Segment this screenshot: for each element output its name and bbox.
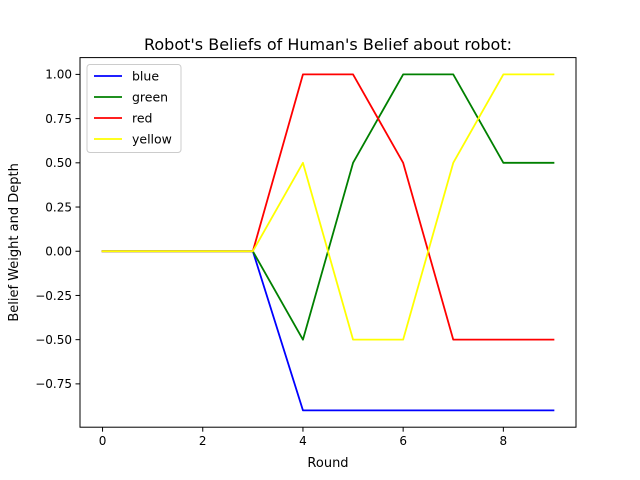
legend-label-green: green	[132, 90, 168, 105]
x-tick-label: 6	[399, 434, 407, 448]
series-lines	[101, 73, 555, 412]
chart-title: Robot's Beliefs of Human's Belief about …	[144, 35, 512, 54]
series-line-yellow	[101, 73, 555, 341]
y-tick-label: −0.25	[35, 289, 72, 303]
y-tick-label: 0.00	[45, 245, 72, 259]
legend: blue green red yellow	[86, 64, 182, 153]
x-tick-label: 8	[500, 434, 508, 448]
legend-box	[86, 64, 182, 153]
x-tick-label: 0	[99, 434, 107, 448]
plot-frame	[79, 57, 577, 428]
y-tick-label: 1.00	[45, 68, 72, 82]
x-tick-label: 4	[299, 434, 307, 448]
legend-label-blue: blue	[132, 69, 159, 84]
legend-label-yellow: yellow	[132, 132, 172, 147]
y-axis-label: Belief Weight and Depth	[7, 163, 22, 321]
y-tick-label: 0.75	[45, 112, 72, 126]
x-axis-label: Round	[307, 456, 348, 471]
y-tick-label: −0.75	[35, 377, 72, 391]
y-tick-label: 0.25	[45, 200, 72, 214]
x-axis-ticks: 0 2 4 6 8	[99, 427, 507, 448]
y-tick-label: −0.50	[35, 333, 72, 347]
x-tick-label: 2	[199, 434, 207, 448]
y-axis-ticks: −0.75 −0.50 −0.25 0.00 0.25 0.50 0.75 1.00	[35, 68, 80, 391]
legend-label-red: red	[132, 111, 153, 126]
y-tick-label: 0.50	[45, 156, 72, 170]
